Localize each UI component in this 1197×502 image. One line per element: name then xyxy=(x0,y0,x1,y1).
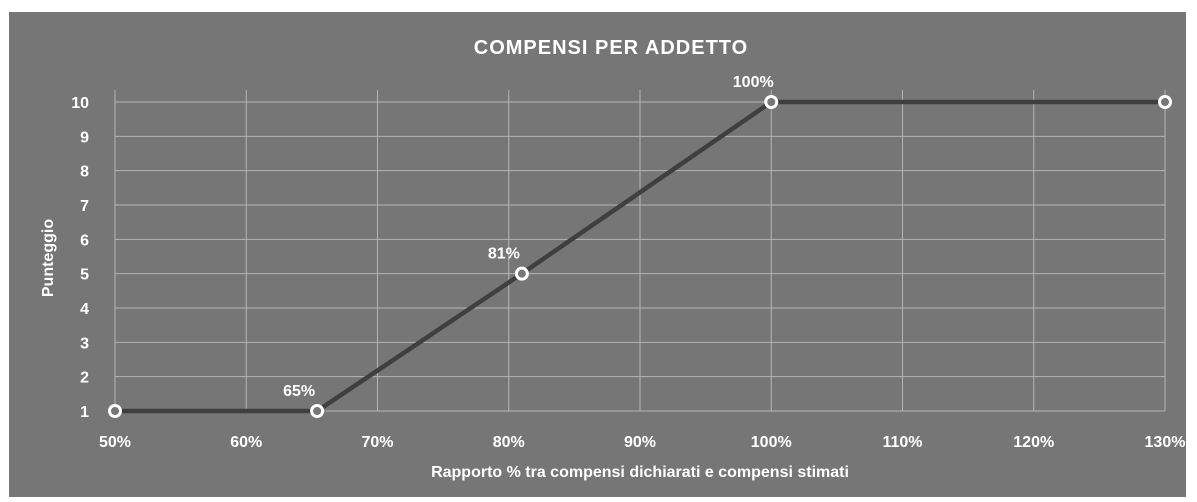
y-axis-label: Punteggio xyxy=(40,219,57,297)
y-tick-label: 5 xyxy=(80,267,89,284)
x-axis-label: Rapporto % tra compensi dichiarati e com… xyxy=(431,464,849,481)
x-tick-label: 80% xyxy=(493,434,525,451)
x-tick-label: 100% xyxy=(751,434,792,451)
x-tick-label: 110% xyxy=(882,434,922,451)
x-tick-label: 70% xyxy=(361,434,393,451)
x-tick-label: 130% xyxy=(1145,434,1186,451)
y-tick-label: 1 xyxy=(80,404,89,421)
data-point xyxy=(764,95,779,109)
y-tick-label: 3 xyxy=(80,335,89,352)
x-tick-label: 50% xyxy=(99,434,131,451)
chart-title: COMPENSI PER ADDETTO xyxy=(474,37,748,59)
data-point xyxy=(1158,95,1172,109)
tick-labels: 1 2 3 4 5 6 7 8 9 10 50% 60% 70% 80% 90% 100% 110% 120% 13… xyxy=(71,95,1185,451)
line-chart: COMPENSI PER ADDETTO Punteggio Rapporto … xyxy=(40,37,1185,481)
chart-area: COMPENSI PER ADDETTO Punteggio Rapporto … xyxy=(9,12,1186,497)
y-tick-label: 7 xyxy=(80,198,89,215)
grid-lines xyxy=(114,90,1166,412)
data-label: 81% xyxy=(488,246,520,263)
x-tick-label: 90% xyxy=(624,434,656,451)
y-tick-label: 10 xyxy=(71,95,89,112)
data-point xyxy=(108,404,122,418)
y-tick-label: 8 xyxy=(80,164,89,181)
y-tick-label: 6 xyxy=(80,232,89,249)
x-tick-label: 120% xyxy=(1013,434,1054,451)
data-label: 65% xyxy=(283,383,315,400)
data-label: 100% xyxy=(733,74,774,91)
data-point xyxy=(310,404,325,418)
y-tick-label: 4 xyxy=(80,301,89,318)
data-point xyxy=(514,266,529,281)
x-tick-label: 60% xyxy=(230,434,262,451)
y-tick-label: 9 xyxy=(80,129,89,146)
y-tick-label: 2 xyxy=(80,370,89,387)
series: 65% 81% 100% xyxy=(108,74,1172,418)
